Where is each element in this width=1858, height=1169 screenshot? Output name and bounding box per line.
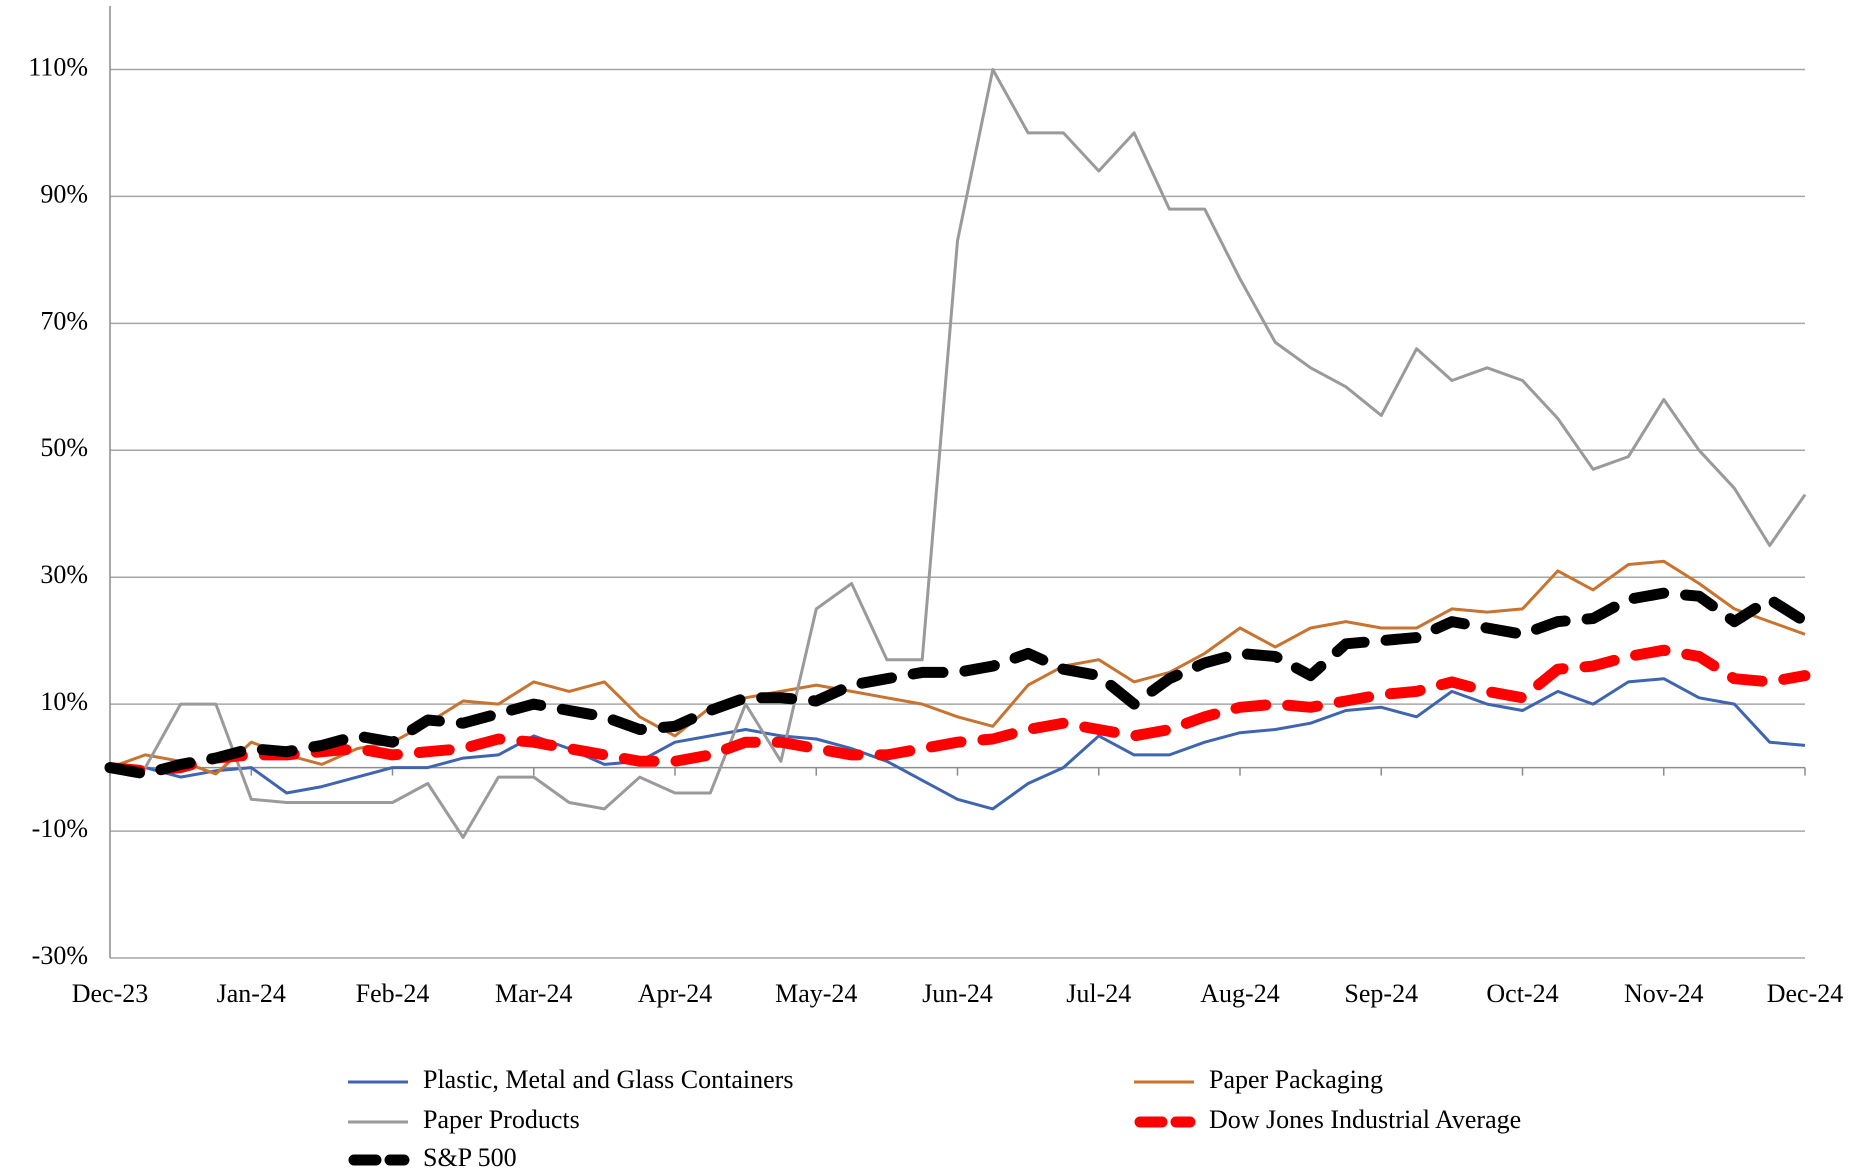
series-line [104, 644, 1811, 777]
x-tick-label: Apr-24 [638, 979, 713, 1008]
y-tick-label: 50% [40, 433, 88, 462]
legend-label: Paper Packaging [1209, 1065, 1383, 1094]
series-line [110, 677, 1806, 811]
series-line [110, 68, 1807, 839]
legend-label: Paper Products [423, 1105, 580, 1134]
x-tick-label: Oct-24 [1486, 979, 1558, 1008]
x-tick-label: May-24 [775, 979, 857, 1008]
x-tick-label: Jun-24 [922, 979, 993, 1008]
x-tick-label: Feb-24 [356, 979, 430, 1008]
legend-label: Dow Jones Industrial Average [1209, 1105, 1521, 1134]
y-tick-label: 30% [40, 560, 88, 589]
y-tick-label: 110% [28, 52, 88, 81]
legend-label: S&P 500 [423, 1143, 517, 1169]
series-line [104, 587, 1811, 780]
y-tick-label: 70% [40, 306, 88, 335]
x-tick-label: Sep-24 [1344, 979, 1418, 1008]
x-tick-label: Jul-24 [1066, 979, 1131, 1008]
legend-label: Plastic, Metal and Glass Containers [423, 1065, 793, 1094]
y-tick-label: -10% [32, 814, 88, 843]
x-tick-label: Aug-24 [1200, 979, 1279, 1008]
x-tick-label: Dec-23 [72, 979, 149, 1008]
x-tick-label: Mar-24 [495, 979, 572, 1008]
y-tick-label: -30% [32, 941, 88, 970]
y-tick-label: 90% [40, 179, 88, 208]
x-tick-label: Jan-24 [217, 979, 286, 1008]
y-tick-label: 10% [40, 687, 88, 716]
x-tick-label: Dec-24 [1767, 979, 1844, 1008]
x-tick-label: Nov-24 [1624, 979, 1703, 1008]
